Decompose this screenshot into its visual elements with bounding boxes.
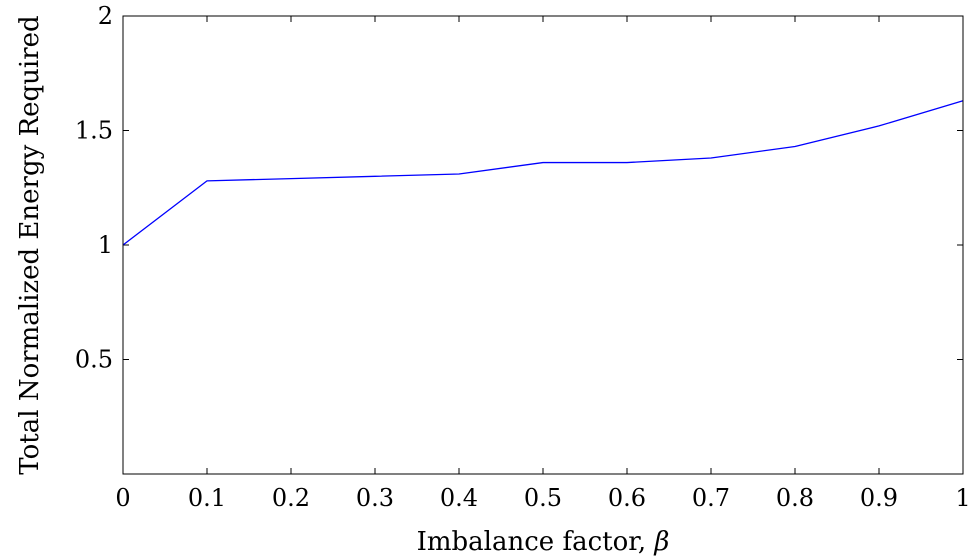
x-tick-label: 0.3 — [356, 484, 394, 512]
series-line — [122, 100, 964, 246]
y-tick-label: 2 — [98, 2, 113, 30]
x-tick-label: 0.5 — [524, 484, 562, 512]
x-tick-label: 0 — [115, 484, 130, 512]
tick-labels: 0 0.1 0.2 0.3 0.4 0.5 0.6 0.7 0.8 0.9 1 0.5 1 1.5 2 — [75, 2, 971, 512]
x-tick-label: 0.1 — [188, 484, 226, 512]
plot-area-frame — [122, 15, 964, 475]
y-tick-label: 1 — [98, 231, 113, 259]
y-axis-label: Total Normalized Energy Required — [15, 15, 45, 474]
x-tick-label: 0.8 — [776, 484, 814, 512]
tick-marks — [122, 15, 964, 474]
x-tick-label: 0.4 — [440, 484, 478, 512]
x-tick-label: 0.7 — [692, 484, 730, 512]
y-tick-label: 1.5 — [75, 117, 113, 145]
x-axis-label-symbol: β — [653, 527, 669, 557]
x-tick-label: 1 — [955, 484, 970, 512]
x-axis-label: Imbalance factor, β — [417, 527, 670, 557]
x-tick-label: 0.9 — [860, 484, 898, 512]
y-tick-label: 0.5 — [75, 346, 113, 374]
x-tick-label: 0.6 — [608, 484, 646, 512]
x-axis-label-text: Imbalance factor, — [417, 527, 655, 557]
x-tick-label: 0.2 — [272, 484, 310, 512]
series-layer — [122, 100, 964, 246]
